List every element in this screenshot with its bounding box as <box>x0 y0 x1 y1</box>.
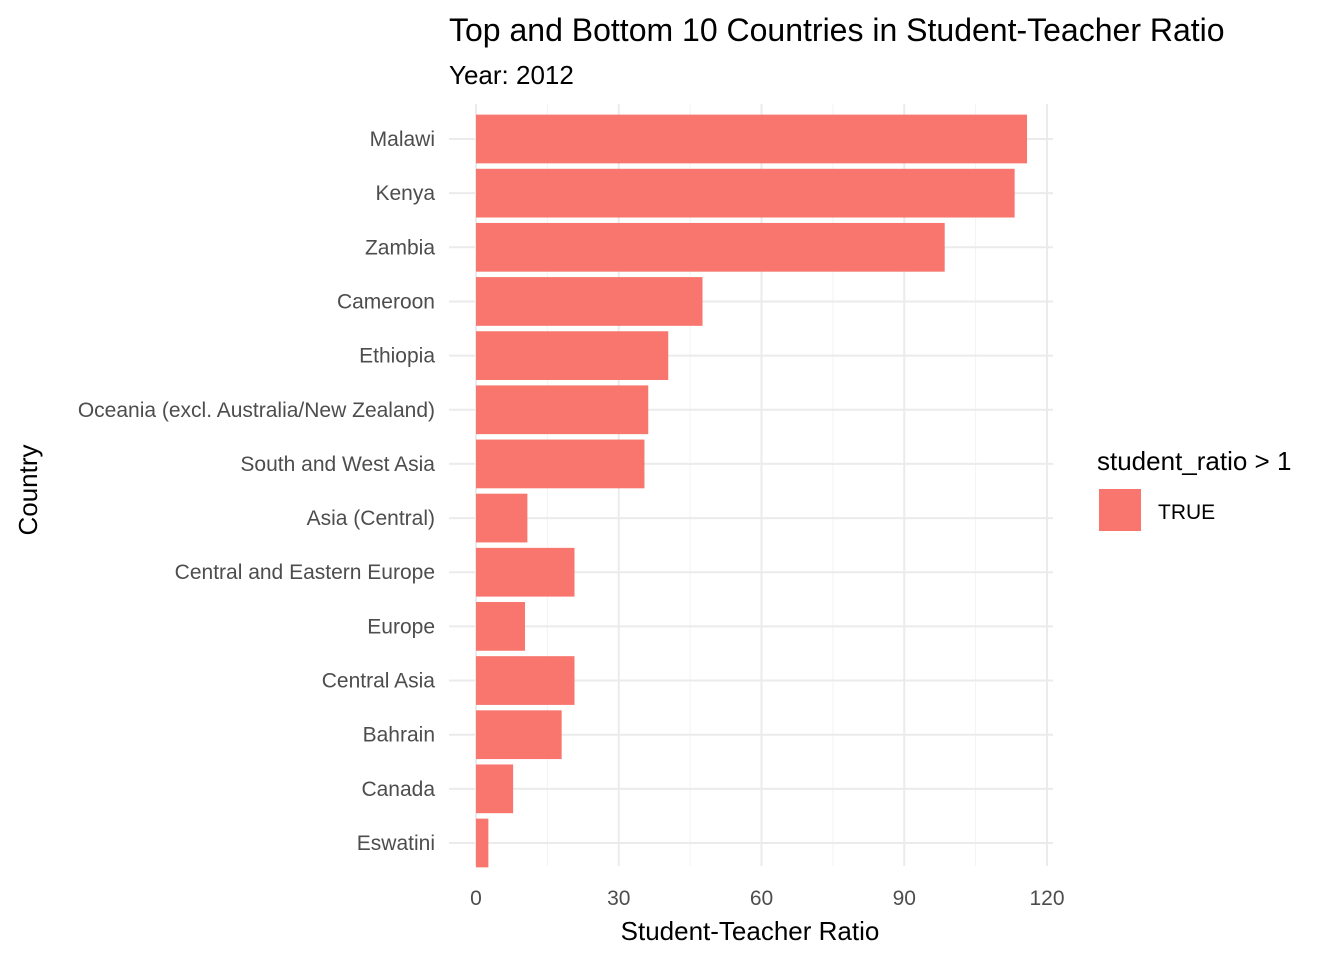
y-tick-label: Zambia <box>365 236 435 259</box>
y-tick-label: Kenya <box>375 182 435 205</box>
bar <box>476 602 526 651</box>
y-tick-label: Asia (Central) <box>307 507 435 530</box>
bar <box>476 493 528 543</box>
y-tick-label: Europe <box>367 615 435 638</box>
chart-subtitle: Year: 2012 <box>449 60 574 90</box>
x-tick-label: 0 <box>470 887 482 910</box>
bar-layer <box>476 114 1028 868</box>
y-tick-label: Malawi <box>370 128 435 151</box>
legend-label-true: TRUE <box>1158 501 1215 524</box>
x-tick-label: 90 <box>893 887 916 910</box>
bar <box>476 818 489 868</box>
x-tick-label: 30 <box>607 887 630 910</box>
y-tick-label: Oceania (excl. Australia/New Zealand) <box>78 399 435 422</box>
x-axis-title: Student-Teacher Ratio <box>621 916 880 946</box>
y-tick-label: Central Asia <box>322 670 436 693</box>
bar <box>476 331 669 380</box>
bar <box>476 385 649 435</box>
y-tick-label: Eswatini <box>357 832 435 855</box>
bar <box>476 277 703 326</box>
bar <box>476 656 575 705</box>
bar <box>476 710 562 760</box>
legend: student_ratio > 1 TRUE <box>1097 446 1291 531</box>
y-axis-title: Country <box>13 444 43 535</box>
bar <box>476 222 945 272</box>
y-tick-label: Ethiopia <box>359 345 435 368</box>
bar <box>476 439 645 489</box>
bar <box>476 547 575 597</box>
legend-swatch-true <box>1099 489 1141 531</box>
chart-title: Top and Bottom 10 Countries in Student-T… <box>449 12 1225 48</box>
bar <box>476 114 1028 164</box>
y-tick-label: South and West Asia <box>240 453 435 476</box>
tick-layer: Malawi Kenya Zambia Cameroon Ethiopia Oceania… <box>78 128 1065 910</box>
y-tick-label: Central and Eastern Europe <box>175 561 435 584</box>
x-tick-label: 120 <box>1029 887 1064 910</box>
x-tick-label: 60 <box>750 887 773 910</box>
y-tick-label: Bahrain <box>363 724 435 747</box>
bar <box>476 168 1015 218</box>
bar <box>476 764 514 814</box>
y-tick-label: Canada <box>361 778 435 801</box>
legend-title: student_ratio > 1 <box>1097 446 1291 476</box>
y-tick-label: Cameroon <box>337 290 435 313</box>
